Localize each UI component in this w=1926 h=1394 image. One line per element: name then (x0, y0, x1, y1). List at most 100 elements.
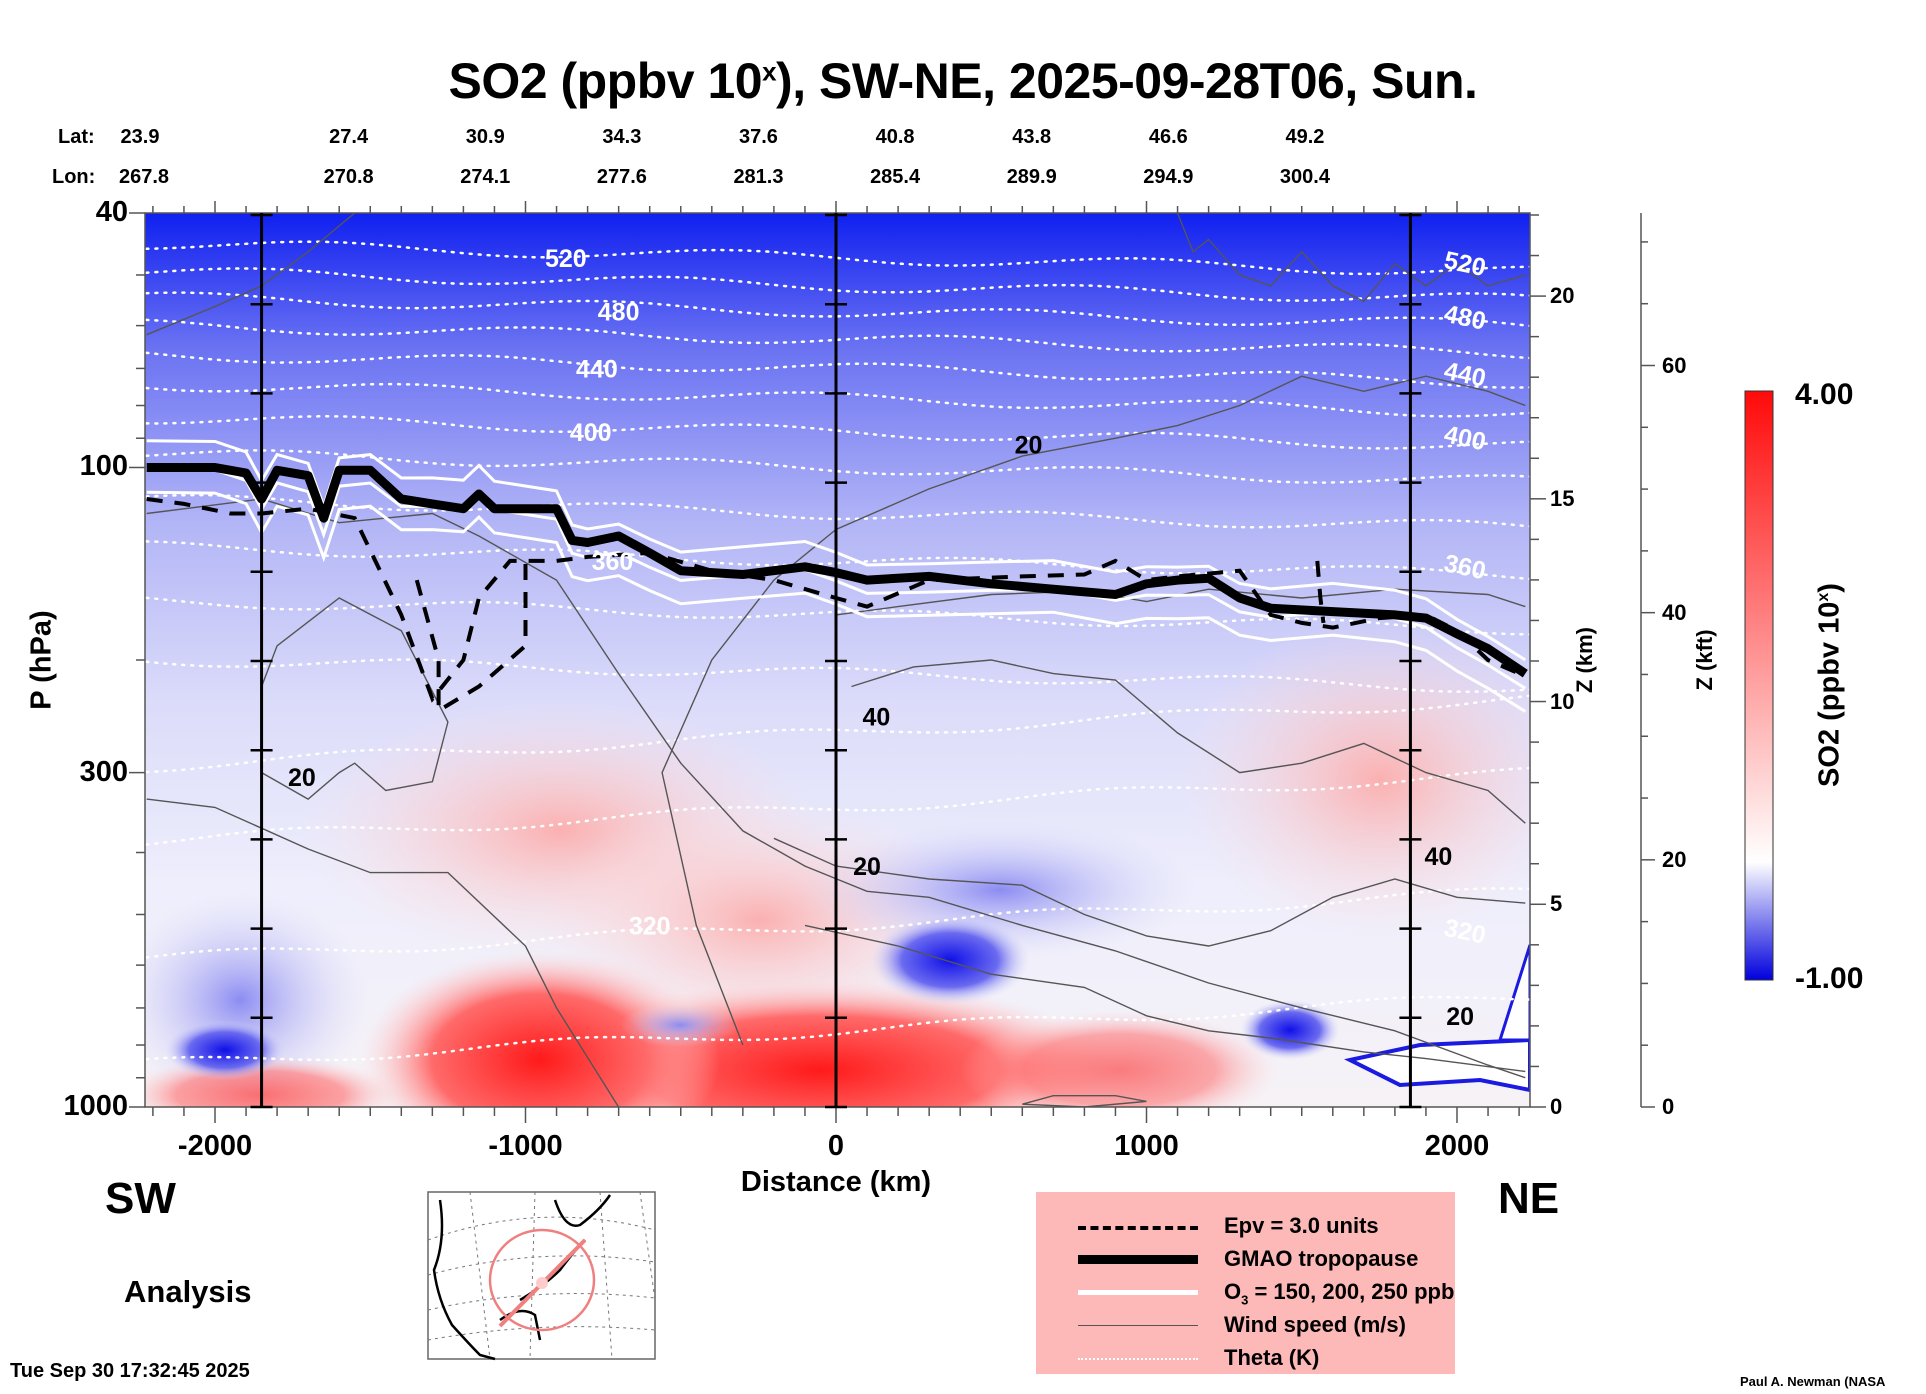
theta-contour (145, 414, 1530, 450)
z-km-tick-label: 0 (1550, 1094, 1563, 1119)
epv-contour (1315, 560, 1326, 624)
lon-label: Lon: (52, 166, 96, 188)
z-kft-axis (1641, 241, 1655, 1108)
theta-contour (145, 540, 1530, 581)
colorbar-min-label: -1.00 (1795, 962, 1864, 995)
y-tick-label: 100 (79, 450, 128, 483)
lon-value: 270.8 (323, 166, 374, 188)
wind-speed-contour (851, 659, 1526, 824)
lon-value: 267.8 (118, 166, 170, 188)
theta-contour (145, 596, 1530, 636)
legend-label-o: O (1224, 1279, 1242, 1304)
y-minor-ticks (129, 212, 145, 1108)
map-range-circle (488, 1228, 596, 1332)
colorbar-label-rest: ) (1813, 583, 1846, 593)
chart-title: SO2 (ppbv 10x), SW-NE, 2025-09-28T06, Su… (0, 52, 1926, 110)
legend-label: Theta (K) (1224, 1345, 1320, 1370)
location-markers (250, 213, 1422, 1109)
so2-red-region (360, 950, 720, 1107)
wind-speed-label: 20 (288, 764, 316, 792)
legend-label: O3 = 150, 200, 250 ppb (1224, 1279, 1454, 1307)
theta-contour (145, 658, 1530, 694)
wind-speed-label: 20 (1015, 431, 1043, 459)
y-axis-label: P (hPa) (25, 610, 58, 710)
x-axis-label: Distance (km) (740, 1166, 932, 1198)
wind-speed-contour (661, 375, 1526, 1046)
legend-item-tropopause: GMAO tropopause (1036, 1243, 1455, 1277)
colorbar-label: SO2 (ppbv 10x) (1814, 583, 1847, 787)
lat-label: Lat: (58, 126, 95, 148)
theta-contour (145, 240, 1530, 276)
legend-label-rest: = 150, 200, 250 ppb (1248, 1279, 1455, 1304)
colorbar (1744, 390, 1774, 981)
theta-label: 320 (629, 912, 671, 940)
so2-blue-pocket (1240, 1000, 1340, 1060)
ozone-contour (146, 490, 1527, 713)
z-kft-axis-label: Z (kft) (1692, 629, 1717, 691)
theta-contour (145, 493, 1530, 529)
z-km-axis (1530, 214, 1546, 1108)
timestamp: Tue Sep 30 17:32:45 2025 (10, 1360, 250, 1382)
legend-thin-line-icon (1078, 1325, 1198, 1326)
x-tick-label: -1000 (488, 1130, 563, 1162)
wind-speed-contour (1176, 213, 1526, 303)
legend-label-sub: 3 (1241, 1292, 1249, 1308)
lat-value: 37.6 (739, 126, 778, 148)
lat-value: 23.9 (120, 126, 160, 148)
x-tick-label: 0 (827, 1130, 845, 1162)
so2-masked-region (1497, 944, 1530, 1042)
legend-dotted-line-icon (1078, 1358, 1198, 1360)
so2-red-region (960, 1010, 1280, 1107)
y-tick-label: 1000 (63, 1090, 128, 1122)
x-minor-ticks (152, 201, 1520, 1123)
theta-label: 520 (545, 245, 587, 273)
title-superscript: x (762, 56, 777, 87)
legend-item-wind: Wind speed (m/s) (1036, 1309, 1455, 1343)
wind-speed-labels: 20 20 40 20 40 20 (288, 431, 1474, 1030)
legend-label: GMAO tropopause (1224, 1246, 1419, 1271)
theta-contour (145, 995, 1530, 1062)
analysis-label: Analysis (124, 1274, 252, 1309)
theta-contour (145, 887, 1530, 959)
legend-dashed-line-icon (1078, 1226, 1198, 1230)
wind-speed-contour (804, 924, 1526, 1073)
x-tick-label: 1000 (1114, 1130, 1179, 1162)
lat-value: 40.8 (875, 126, 915, 148)
colorbar-max-label: 4.00 (1795, 378, 1854, 411)
inset-map (427, 1191, 656, 1361)
lon-value: 294.9 (1143, 166, 1194, 188)
theta-contour (145, 449, 1530, 484)
legend-label: Wind speed (m/s) (1224, 1312, 1406, 1337)
sw-direction-label: SW (105, 1174, 176, 1223)
x-tick-label: 2000 (1424, 1130, 1490, 1162)
theta-label: 440 (576, 355, 618, 383)
colorbar-label-main: SO2 (ppbv 10 (1813, 601, 1846, 787)
theta-contour (145, 351, 1530, 389)
theta-label: 400 (570, 419, 612, 447)
legend-white-line-icon (1078, 1290, 1198, 1295)
title-rest: ), SW-NE, 2025-09-28T06, Sun. (776, 53, 1478, 109)
wind-speed-label: 40 (1424, 843, 1452, 871)
wind-speed-label: 20 (853, 853, 881, 881)
lat-value: 27.4 (329, 126, 369, 148)
lon-value: 300.4 (1279, 166, 1330, 188)
wind-speed-contours (146, 213, 1526, 1107)
wind-speed-label: 20 (1446, 1003, 1474, 1031)
legend-thick-line-icon (1078, 1255, 1198, 1264)
z-kft-tick-label: 20 (1662, 846, 1687, 872)
so2-masked-region (1344, 1037, 1530, 1093)
z-km-tick-label: 10 (1550, 688, 1575, 714)
z-km-tick-label: 15 (1550, 485, 1575, 511)
inset-map-frame (427, 1191, 656, 1360)
lat-value: 34.3 (602, 126, 642, 148)
map-center-marker (536, 1277, 548, 1289)
lat-value: 30.9 (465, 126, 505, 148)
credit: Paul A. Newman (NASA (1740, 1374, 1886, 1389)
legend-label: Epv = 3.0 units (1224, 1213, 1379, 1238)
map-graticule (427, 1191, 656, 1360)
theta-contour (145, 318, 1530, 360)
title-main: SO2 (ppbv 10 (448, 53, 763, 109)
theta-contour (145, 267, 1530, 302)
